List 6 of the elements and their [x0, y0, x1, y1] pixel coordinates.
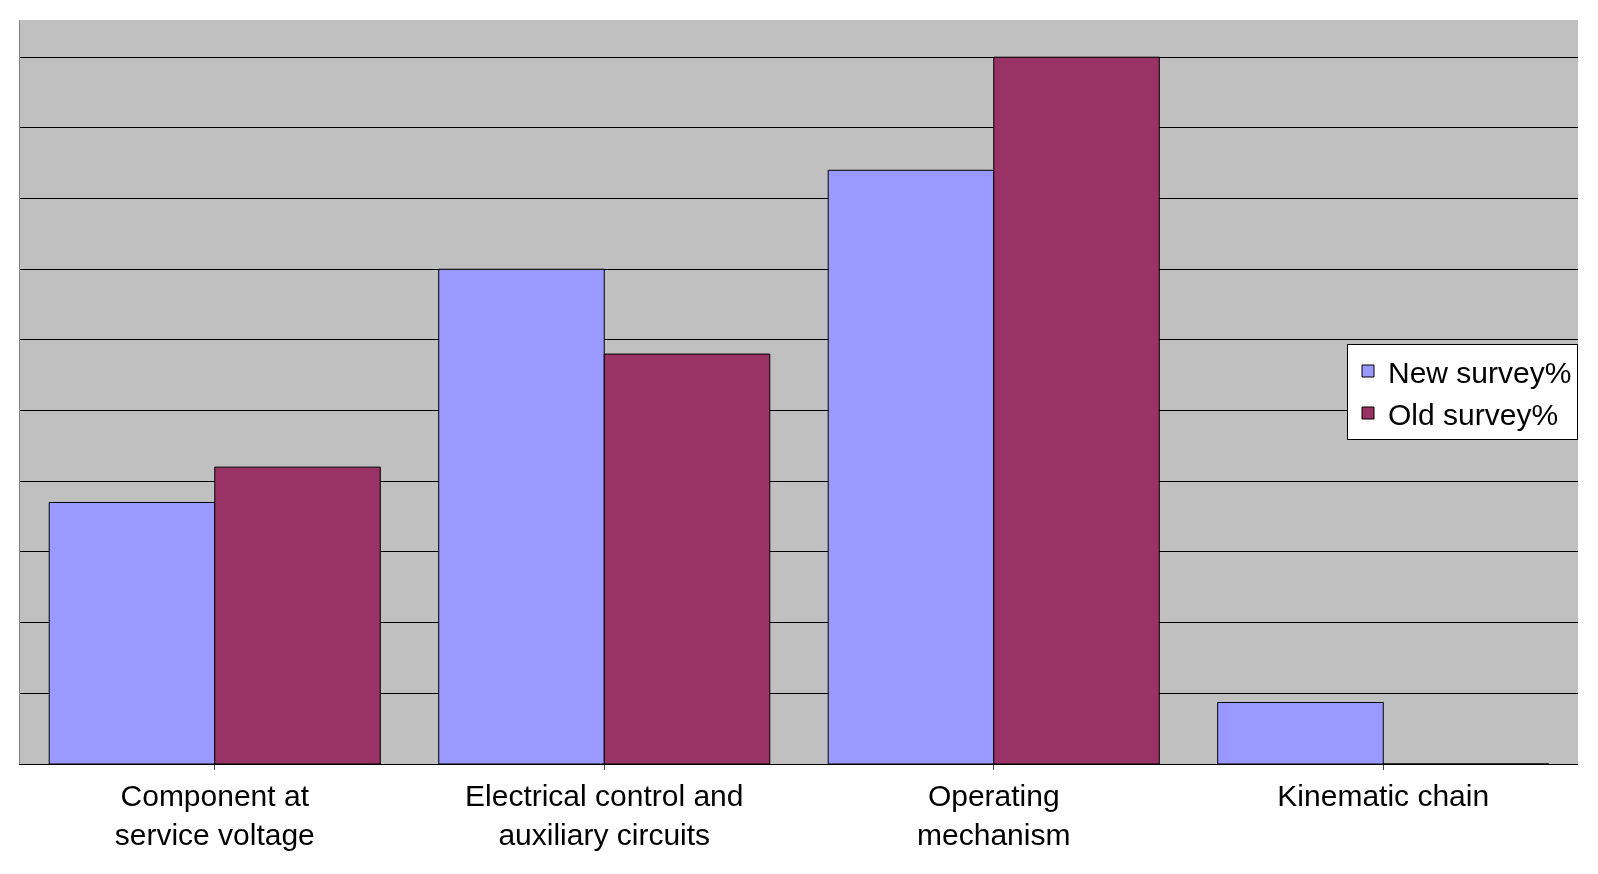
x-tick-label: Operating mechanism	[917, 779, 1071, 851]
x-tick-label: Kinematic chain	[1277, 779, 1490, 812]
x-tick-label: Electrical control and auxiliary circuits	[465, 779, 744, 851]
legend-label: Old survey%	[1388, 397, 1559, 431]
x-tick-label: Component at service voltage	[114, 779, 315, 851]
legend-label: New survey%	[1388, 355, 1572, 389]
